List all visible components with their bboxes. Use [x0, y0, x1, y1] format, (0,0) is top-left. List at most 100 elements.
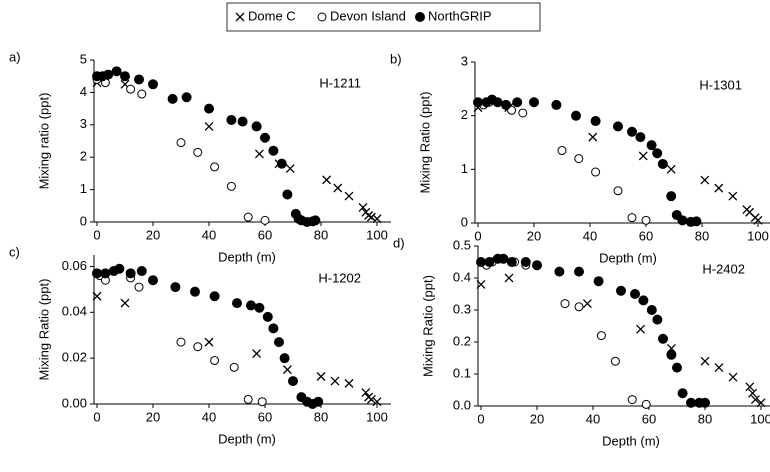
filled-circle-marker [190, 286, 200, 297]
cross-marker [285, 164, 295, 173]
filled-circle-marker [657, 158, 668, 169]
filled-circle-marker [260, 132, 270, 143]
x-tick-label: 60 [639, 228, 653, 243]
y-tick-label: 2 [461, 107, 468, 122]
cross-marker [333, 183, 343, 193]
cross-marker [756, 398, 766, 408]
panel-title: H-1202 [318, 270, 361, 285]
filled-circle-marker [554, 266, 565, 277]
x-tick-label: 60 [258, 227, 272, 242]
cross-marker [366, 394, 376, 404]
open-circle-marker [591, 167, 601, 177]
y-tick-label: 1 [80, 181, 87, 196]
x-tick-label: 80 [314, 227, 328, 242]
y-tick-label: 0 [80, 213, 87, 228]
filled-circle-marker [658, 333, 668, 344]
y-tick-label: 0.2 [453, 333, 471, 348]
filled-circle-marker [268, 323, 279, 334]
open-circle-marker [613, 186, 623, 196]
open-circle-marker [229, 362, 239, 372]
filled-circle-marker [492, 97, 503, 108]
filled-circle-marker [209, 291, 220, 302]
filled-circle-marker [652, 314, 663, 325]
y-tick-label: 0.0 [453, 397, 471, 412]
y-axis-label: Mixing Ratio (ppt) [420, 275, 435, 377]
filled-circle-marker [415, 12, 425, 22]
y-tick-label: 5 [80, 51, 87, 66]
open-circle-marker [641, 215, 651, 225]
filled-circle-marker [100, 268, 111, 279]
cross-marker [254, 149, 264, 159]
filled-circle-marker [92, 268, 102, 279]
cross-marker [364, 211, 374, 220]
x-axis-label: Depth (m) [602, 433, 660, 448]
panel-label: c) [9, 244, 20, 259]
y-axis-label: Mixing ratio (ppt) [36, 93, 51, 190]
cross-marker [714, 363, 724, 373]
filled-circle-marker [274, 337, 284, 348]
open-circle-marker [518, 108, 528, 118]
filled-circle-marker [310, 215, 321, 226]
panel-title: H-2402 [702, 261, 745, 276]
filled-circle-marker [498, 253, 509, 264]
cross-marker [235, 12, 245, 22]
filled-circle-marker [638, 295, 649, 306]
cross-marker [728, 372, 738, 382]
cross-marker [344, 378, 354, 388]
y-tick-label: 1 [461, 161, 468, 176]
cross-marker [204, 337, 214, 347]
filled-circle-marker [313, 396, 324, 407]
panel-label: b) [390, 51, 402, 66]
x-tick-label: 20 [146, 227, 160, 242]
cross-marker [322, 175, 332, 185]
cross-marker [366, 212, 376, 222]
cross-marker [638, 151, 648, 161]
filled-circle-marker [700, 397, 710, 408]
y-axis-label: Mixing Ratio (ppt) [36, 279, 51, 381]
open-circle-marker [627, 213, 637, 223]
cross-marker [714, 183, 724, 193]
x-tick-label: 20 [527, 228, 541, 243]
open-circle-marker [574, 302, 584, 312]
open-circle-marker [243, 212, 253, 222]
filled-circle-marker [646, 305, 657, 315]
open-circle-marker [126, 84, 136, 94]
filled-circle-marker [167, 93, 178, 104]
filled-circle-marker [506, 257, 517, 267]
cross-marker [745, 382, 755, 392]
cross-marker [344, 191, 354, 201]
filled-circle-marker [254, 302, 265, 313]
filled-circle-marker [134, 74, 144, 85]
filled-circle-marker [677, 388, 688, 399]
cross-marker [372, 214, 382, 224]
cross-marker [476, 279, 486, 289]
x-tick-label: 80 [314, 409, 328, 424]
x-tick-label: 0 [93, 227, 100, 242]
x-axis-label: Depth (m) [218, 249, 276, 264]
filled-circle-marker [635, 132, 646, 143]
y-tick-label: 0.02 [62, 350, 87, 365]
open-circle-marker [137, 89, 147, 99]
open-circle-marker [134, 282, 144, 292]
filled-circle-marker [571, 110, 581, 121]
y-tick-label: 0.00 [62, 395, 87, 410]
filled-circle-marker [551, 99, 562, 110]
cross-marker [252, 349, 262, 359]
filled-circle-marker [574, 266, 584, 277]
y-axis-label: Mixing Ratio (ppt) [417, 92, 432, 194]
open-circle-marker [210, 355, 220, 365]
filled-circle-marker [246, 300, 256, 311]
filled-circle-marker [529, 97, 539, 108]
x-tick-label: 0 [93, 409, 100, 424]
open-circle-marker [641, 399, 651, 409]
x-tick-label: 40 [586, 411, 600, 426]
cross-marker [204, 121, 214, 131]
x-tick-label: 40 [202, 227, 216, 242]
y-tick-label: 3 [461, 53, 468, 68]
open-circle-marker [243, 394, 253, 404]
x-axis-label: Depth (m) [218, 431, 276, 446]
cross-marker [748, 388, 758, 398]
x-tick-label: 100 [750, 411, 770, 426]
open-circle-marker [610, 356, 620, 366]
cross-marker [753, 215, 763, 225]
